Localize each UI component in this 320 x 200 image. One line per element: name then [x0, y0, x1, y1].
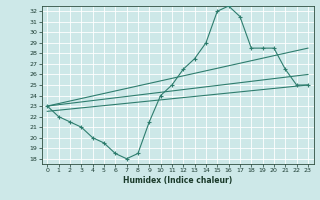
X-axis label: Humidex (Indice chaleur): Humidex (Indice chaleur) — [123, 176, 232, 185]
